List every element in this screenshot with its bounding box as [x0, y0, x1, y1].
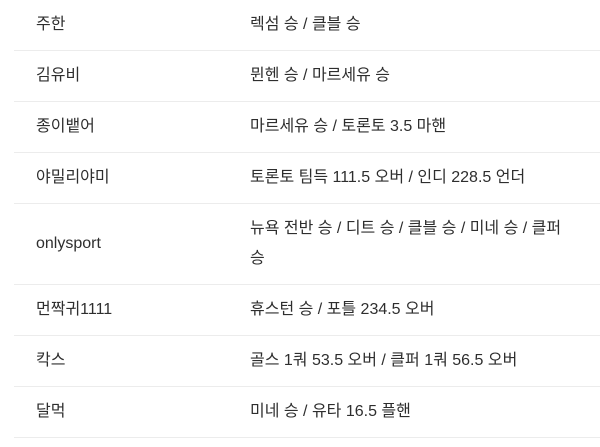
table-row[interactable]: onlysport 뉴욕 전반 승 / 디트 승 / 클블 승 / 미네 승 /… — [14, 204, 600, 285]
row-user: onlysport — [36, 235, 101, 252]
row-user: 주한 — [36, 16, 66, 33]
row-picks: 렉섬 승 / 클블 승 — [250, 16, 361, 33]
table-row[interactable]: 칵스 골스 1쿼 53.5 오버 / 클퍼 1쿼 56.5 오버 — [14, 336, 600, 387]
picks-table: 주한 렉섬 승 / 클블 승 김유비 뮌헨 승 / 마르세유 승 종이뱉어 마르… — [14, 0, 600, 438]
row-picks: 미네 승 / 유타 16.5 플핸 — [250, 403, 411, 420]
row-user: 달먹 — [36, 403, 66, 420]
row-picks: 골스 1쿼 53.5 오버 / 클퍼 1쿼 56.5 오버 — [250, 352, 518, 369]
row-picks: 휴스턴 승 / 포틀 234.5 오버 — [250, 301, 435, 318]
table-row[interactable]: 야밀리야미 토론토 팀득 111.5 오버 / 인디 228.5 언더 — [14, 153, 600, 204]
row-picks: 뮌헨 승 / 마르세유 승 — [250, 67, 390, 84]
row-user: 김유비 — [36, 67, 81, 84]
row-user: 야밀리야미 — [36, 169, 110, 186]
table-row[interactable]: 김유비 뮌헨 승 / 마르세유 승 — [14, 51, 600, 102]
table-row[interactable]: 먼짝귀1111 휴스턴 승 / 포틀 234.5 오버 — [14, 285, 600, 336]
row-user: 먼짝귀1111 — [36, 301, 113, 318]
table-row[interactable]: 달먹 미네 승 / 유타 16.5 플핸 — [14, 387, 600, 438]
row-user: 칵스 — [36, 352, 66, 369]
row-picks: 마르세유 승 / 토론토 3.5 마핸 — [250, 118, 447, 135]
table-row[interactable]: 종이뱉어 마르세유 승 / 토론토 3.5 마핸 — [14, 102, 600, 153]
table-row[interactable]: 주한 렉섬 승 / 클블 승 — [14, 0, 600, 51]
row-picks: 뉴욕 전반 승 / 디트 승 / 클블 승 / 미네 승 / 클퍼 승 — [250, 220, 562, 267]
row-user: 종이뱉어 — [36, 118, 95, 135]
row-picks: 토론토 팀득 111.5 오버 / 인디 228.5 언더 — [250, 169, 526, 186]
